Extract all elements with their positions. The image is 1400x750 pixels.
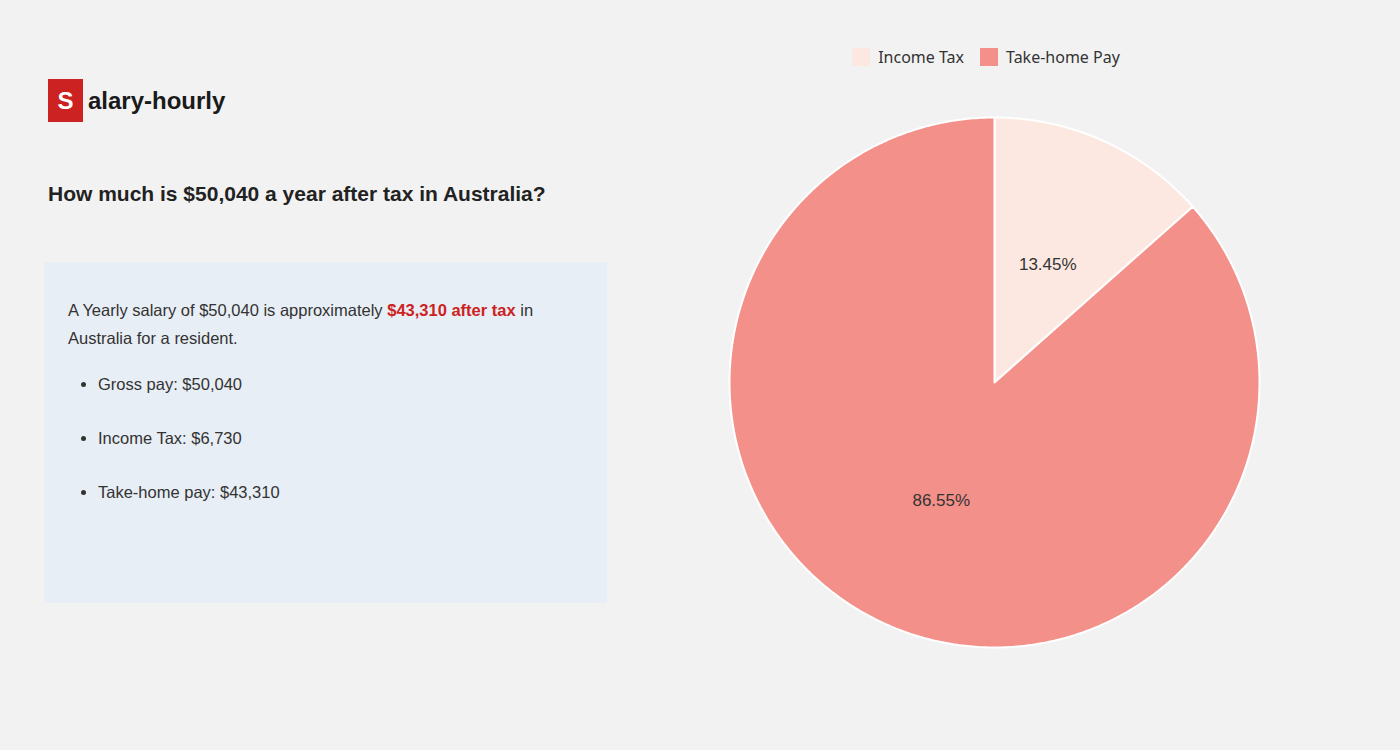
html-text:Gross pay: $50,040: Gross pay: $50,040 (98, 375, 242, 393)
html-text:Take-home Pay: Take-home Pay (1006, 45, 1120, 68)
html-text:A Yearly salary of $50,040 is: A Yearly salary of $50,040 is approximat… (68, 301, 534, 319)
html-text:How much is $50,040 a year aft: How much is $50,040 a year after tax in … (48, 182, 546, 205)
svg-text:86.55%: 86.55% (912, 491, 970, 510)
html-text:Take-home pay: $43,310: Take-home pay: $43,310 (98, 483, 280, 501)
html-text:Income Tax: $6,730: Income Tax: $6,730 (98, 429, 242, 447)
html-text:Income Tax: Income Tax (878, 45, 964, 68)
html-text:Australia for a resident.: Australia for a resident. (68, 329, 238, 347)
html-text:alary-hourly: alary-hourly (88, 86, 226, 114)
html-text:S: S (57, 86, 74, 114)
svg-text:13.45%: 13.45% (1019, 255, 1077, 274)
